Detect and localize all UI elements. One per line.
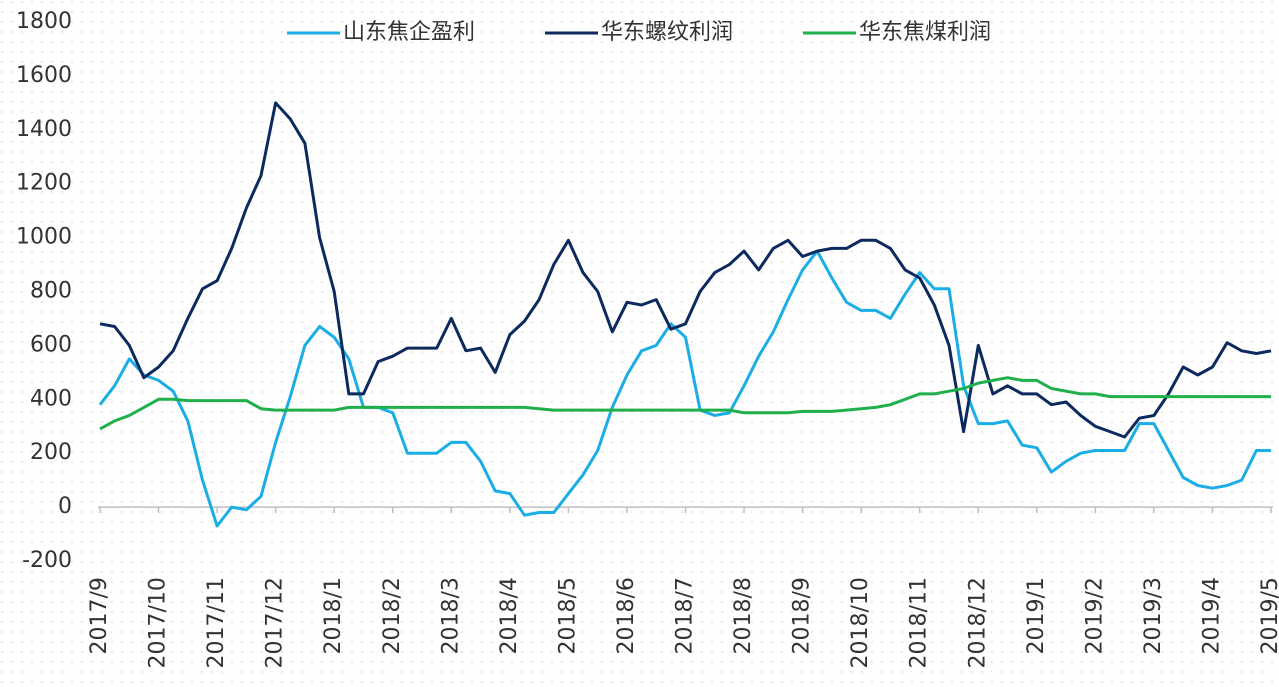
- x-tick-label: 2018/11: [907, 577, 932, 668]
- legend-label: 华东螺纹利润: [601, 20, 733, 45]
- x-tick-label: 2018/1: [321, 577, 346, 654]
- x-tick-label: 2017/9: [87, 577, 112, 654]
- x-tick-label: 2018/10: [848, 577, 873, 668]
- y-tick-label: 400: [30, 386, 72, 411]
- x-tick-label: 2017/10: [146, 577, 171, 668]
- series-line: [99, 101, 1272, 439]
- x-tick-label: 2019/1: [1024, 577, 1049, 654]
- x-tick-label: 2018/12: [965, 577, 990, 668]
- y-tick-label: -200: [22, 548, 72, 573]
- x-tick-label: 2019/2: [1082, 577, 1107, 654]
- y-tick-label: 1200: [16, 171, 72, 196]
- x-tick-label: 2018/3: [438, 577, 463, 654]
- legend-item: 山东焦企盈利: [287, 20, 475, 45]
- legend-label: 山东焦企盈利: [343, 20, 475, 45]
- legend-item: 华东螺纹利润: [545, 20, 733, 45]
- legend-item: 华东焦煤利润: [803, 20, 991, 45]
- series-line: [98, 249, 1271, 528]
- series-line: [99, 376, 1271, 431]
- x-tick-label: 2018/2: [380, 577, 405, 654]
- y-tick-label: 1400: [16, 117, 72, 142]
- x-tick-label: 2017/11: [204, 577, 229, 668]
- x-tick-label: 2018/8: [731, 577, 756, 654]
- x-tick-label: 2019/5: [1258, 577, 1279, 654]
- x-tick-label: 2019/3: [1141, 577, 1166, 654]
- x-tick-label: 2018/9: [790, 577, 815, 654]
- y-tick-label: 1800: [16, 9, 72, 34]
- x-tick-label: 2018/4: [497, 577, 522, 654]
- legend-label: 华东焦煤利润: [859, 20, 991, 45]
- x-tick-label: 2018/6: [614, 577, 639, 654]
- x-tick-label: 2018/7: [673, 577, 698, 654]
- x-tick-label: 2017/12: [263, 577, 288, 668]
- x-tick-label: 2019/4: [1199, 577, 1224, 654]
- y-tick-label: 0: [58, 494, 72, 519]
- y-tick-label: 600: [30, 332, 72, 357]
- y-tick-label: 1000: [16, 225, 72, 250]
- y-tick-label: 1600: [16, 63, 72, 88]
- y-tick-label: 200: [30, 440, 72, 465]
- x-tick-label: 2018/5: [555, 577, 580, 654]
- y-tick-label: 800: [30, 279, 72, 304]
